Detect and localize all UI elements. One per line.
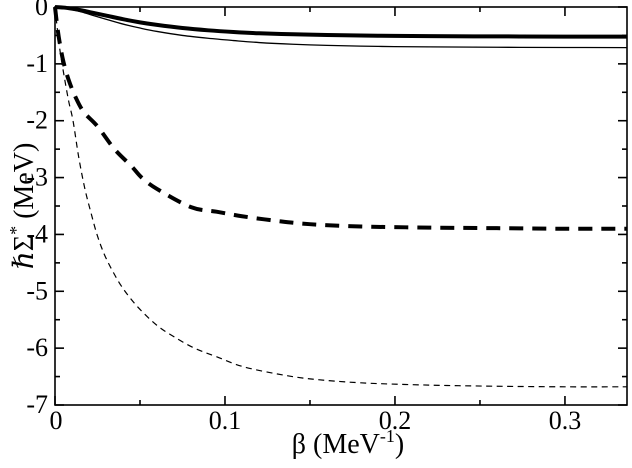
x-axis-title-main: β (MeV	[292, 429, 380, 460]
curve-thin-solid	[54, 6, 628, 49]
y-axis-title-sup: *	[6, 226, 26, 235]
y-tick-label: -6	[26, 333, 48, 362]
y-tick-label: -3	[26, 163, 48, 192]
x-tick-label: 0.1	[209, 406, 242, 435]
y-axis-title-main: ℏΣ	[9, 235, 40, 269]
y-tick-label: -1	[26, 49, 48, 78]
y-axis-title: ℏΣ* (MeV)	[6, 143, 40, 270]
y-tick-label: -7	[26, 390, 48, 419]
y-tick-label: -4	[26, 219, 48, 248]
x-axis-title-close: )	[395, 429, 404, 460]
curve-thin-dashed	[54, 6, 628, 388]
y-tick-label: -2	[26, 106, 48, 135]
y-tick-label: -5	[26, 276, 48, 305]
x-axis-title: β (MeV-1)	[292, 426, 404, 460]
x-tick-label: 0.3	[549, 406, 582, 435]
y-tick-label: 0	[35, 0, 48, 21]
curve-thick-solid	[54, 5, 628, 39]
plot-frame	[54, 6, 628, 406]
x-tick-label: 0	[50, 406, 63, 435]
data-curves	[53, 5, 628, 388]
y-axis-title-units: (MeV)	[9, 143, 40, 226]
x-axis-title-sup: -1	[380, 426, 395, 446]
x-tick-label: 0.2	[379, 406, 412, 435]
axis-tick-labels: 0 0.1 0.2 0.3 0 -1 -2 -3 -4 -5 -6 -7	[26, 0, 581, 435]
axis-ticks	[54, 6, 627, 406]
curve-thick-dashed	[53, 6, 628, 231]
